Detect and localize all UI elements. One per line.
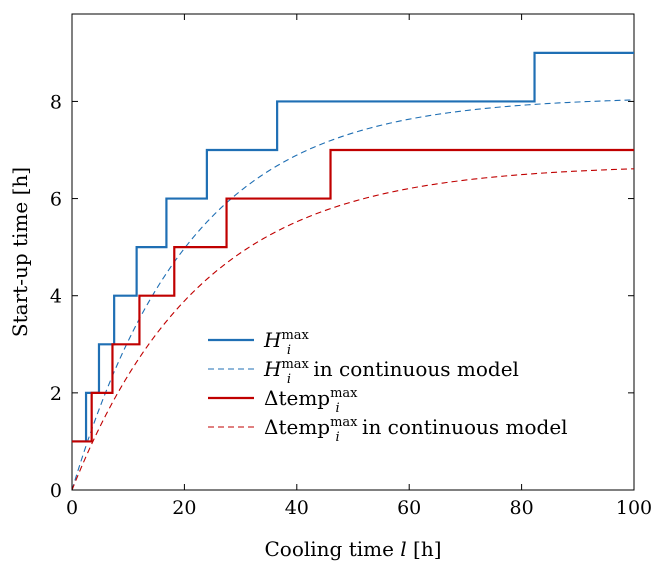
x-tick-label: 80	[510, 497, 534, 519]
plot-area	[71, 13, 635, 491]
y-tick-label: 0	[50, 480, 62, 502]
legend-entry-2: Hmax i in continuous model	[263, 357, 519, 387]
series-line-3	[72, 148, 634, 443]
y-axis-label: Start-up time [h]	[8, 167, 32, 337]
y-tick-label: 4	[50, 286, 62, 308]
series-layer	[71, 51, 635, 491]
x-tick-label: 20	[172, 497, 196, 519]
series-line-4	[71, 168, 635, 491]
legend-entry-1: Hmax i	[263, 328, 310, 358]
y-tick-label: 8	[50, 91, 62, 113]
legend-entry-4: Δtempmax i in continuous model	[264, 415, 568, 445]
series-line-2	[71, 99, 635, 491]
x-tick-label: 40	[285, 497, 309, 519]
axes-layer: 0 20 40 60 80 100 0 2 4 6 8	[50, 14, 652, 519]
x-axis-label: Cooling time l [h]	[264, 537, 441, 561]
x-tick-label: 60	[397, 497, 421, 519]
x-tick-label: 0	[66, 497, 78, 519]
legend-entry-3: Δtempmax i	[264, 386, 358, 416]
y-tick-label: 2	[50, 383, 62, 405]
plot-frame	[71, 13, 635, 491]
x-tick-label: 100	[616, 497, 652, 519]
y-tick-label: 6	[50, 189, 62, 211]
